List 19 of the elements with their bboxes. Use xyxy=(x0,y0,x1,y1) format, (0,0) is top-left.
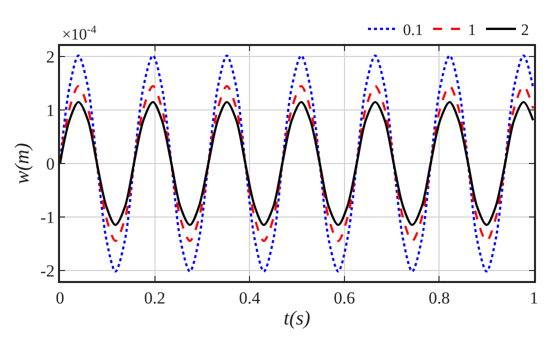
y-tick-label: 1 xyxy=(46,101,55,120)
x-tick-label: 0.8 xyxy=(428,288,450,308)
line-series xyxy=(60,84,534,242)
legend-label: 1 xyxy=(468,22,476,40)
x-tick-label: 1 xyxy=(530,288,538,308)
legend-label: 2 xyxy=(521,22,529,40)
y-tick-label: 0 xyxy=(46,154,55,174)
x-tick-label: 0.6 xyxy=(334,288,356,308)
y-tick-label: -1 xyxy=(40,208,55,227)
text: ×10$^{-4}$ xyxy=(62,24,97,44)
x-tick-label: 0.2 xyxy=(144,288,166,308)
legend-label: 0.1 xyxy=(403,22,423,40)
line-series xyxy=(60,54,534,272)
y-tick-label: 2 xyxy=(46,48,55,67)
x-axis-title: t(s) xyxy=(284,307,311,330)
line-series xyxy=(60,100,534,226)
x-tick-label: 0.4 xyxy=(238,288,261,308)
y-tick-label: -2 xyxy=(40,261,55,280)
y-axis-title: w(m) xyxy=(11,142,34,184)
